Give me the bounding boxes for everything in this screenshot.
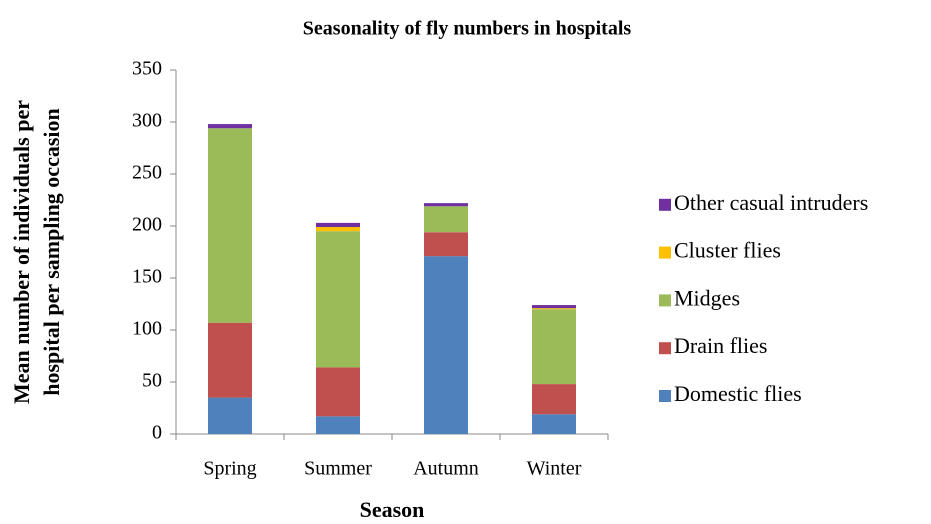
bar-segment — [532, 384, 576, 415]
chart-title: Seasonality of fly numbers in hospitals — [303, 18, 632, 40]
x-tick-label: Winter — [527, 458, 582, 480]
legend-swatch — [659, 198, 671, 211]
bar-segment — [208, 397, 252, 434]
x-axis-label: Season — [360, 497, 425, 522]
bar-segment — [424, 256, 468, 434]
bar-segment — [424, 203, 468, 207]
bar-segment — [316, 231, 360, 368]
bar-segment — [532, 308, 576, 310]
bar-segment — [208, 128, 252, 323]
legend-swatch — [659, 246, 671, 259]
y-tick-label: 200 — [132, 214, 162, 236]
bar-segment — [532, 309, 576, 385]
bar-segment — [424, 206, 468, 233]
legend-label: Domestic flies — [674, 381, 802, 406]
bar-segment — [532, 305, 576, 309]
y-tick-label: 50 — [142, 370, 162, 392]
x-tick-label: Summer — [304, 458, 372, 480]
legend-label: Other casual intruders — [674, 190, 868, 215]
y-tick-label: 250 — [132, 162, 162, 184]
bar-segment — [316, 222, 360, 228]
bar-segment — [316, 227, 360, 232]
y-tick-label: 150 — [132, 266, 162, 288]
legend-swatch — [659, 390, 671, 402]
x-tick-label: Autumn — [413, 458, 479, 480]
y-axis-label: Mean number of individuals per — [9, 100, 34, 404]
bar-segment — [208, 124, 252, 129]
bar-segment — [532, 414, 576, 434]
bar-segment — [316, 416, 360, 434]
legend-swatch — [659, 342, 671, 355]
legend-swatch — [659, 294, 671, 307]
y-axis-label: hospital per sampling occasion — [39, 108, 64, 395]
y-tick-label: 300 — [132, 110, 162, 132]
bar-segment — [316, 367, 360, 417]
x-tick-label: Spring — [203, 458, 256, 480]
legend-label: Midges — [674, 285, 740, 310]
y-tick-label: 0 — [152, 422, 162, 444]
legend-label: Drain flies — [674, 333, 767, 358]
y-tick-label: 350 — [132, 58, 162, 80]
bar-segment — [208, 322, 252, 398]
bar-segment — [424, 232, 468, 257]
legend-label: Cluster flies — [674, 238, 781, 263]
y-tick-label: 100 — [132, 318, 162, 340]
